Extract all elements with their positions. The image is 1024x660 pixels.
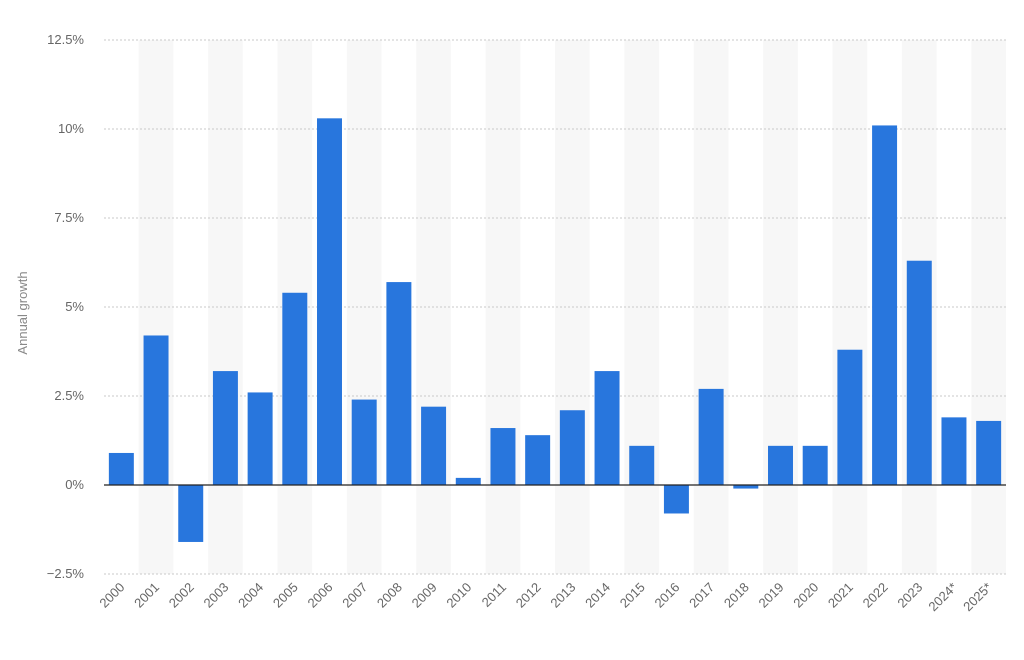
column-band: [693, 40, 729, 574]
x-tick-label: 2017: [686, 580, 717, 611]
bar-2008: [386, 282, 412, 485]
x-tick-label: 2020: [790, 580, 821, 611]
y-tick-label: 10%: [58, 121, 84, 136]
x-tick-label: 2004: [235, 580, 266, 611]
x-tick-label: 2006: [305, 580, 336, 611]
x-tick-label: 2019: [756, 580, 787, 611]
x-tick-label: 2016: [651, 580, 682, 611]
x-tick-label: 2012: [513, 580, 544, 611]
bar-2022: [872, 125, 898, 485]
y-tick-labels: −2.5% 0% 2.5% 5% 7.5% 10% 12.5%: [47, 32, 85, 581]
x-tick-label: 2014: [582, 580, 613, 611]
x-tick-label: 2011: [479, 580, 509, 610]
y-axis-title: Annual growth: [15, 271, 30, 354]
x-tick-label: 2003: [200, 580, 231, 611]
bar-2016: [663, 485, 689, 514]
bar-2006: [317, 118, 342, 485]
column-band: [485, 40, 521, 574]
x-tick-label: 2005: [270, 580, 301, 611]
bar-2019: [768, 445, 793, 485]
bar-2007: [351, 399, 377, 485]
bar-2000: [108, 452, 134, 485]
bar-2015: [629, 445, 655, 485]
y-tick-label: −2.5%: [47, 566, 85, 581]
bar-2011: [490, 428, 516, 485]
x-tick-label: 2001: [131, 580, 162, 611]
bar-2005: [282, 292, 308, 485]
bar-2014: [594, 371, 620, 485]
bar-2023: [906, 260, 932, 485]
bar-2021: [837, 349, 863, 485]
bar-2012: [525, 435, 551, 485]
bar-2002: [178, 485, 204, 542]
x-tick-label: 2018: [721, 580, 752, 611]
bar-2025: [976, 420, 1002, 485]
x-tick-label: 2002: [166, 580, 197, 611]
x-tick-label: 2000: [96, 580, 127, 611]
bar-2020: [802, 445, 828, 485]
x-tick-labels: 2000 2001 2002 2003 2004 2005 2006 2007 2008 2009…: [96, 580, 994, 615]
x-tick-label: 2013: [547, 580, 578, 611]
x-tick-label: 2009: [409, 580, 440, 611]
x-tick-label: 2022: [860, 580, 891, 611]
bar-2004: [247, 392, 273, 485]
bar-2010: [455, 477, 481, 485]
x-tick-label: 2010: [443, 580, 474, 611]
bar-2024: [941, 417, 967, 485]
y-tick-label: 2.5%: [54, 388, 84, 403]
bar-2017: [698, 388, 724, 485]
x-tick-label: 2021: [825, 580, 856, 611]
bar-2013: [559, 410, 585, 485]
bar-2003: [212, 371, 238, 485]
y-tick-label: 5%: [65, 299, 84, 314]
y-tick-label: 7.5%: [54, 210, 84, 225]
bars: [108, 118, 1002, 542]
x-tick-label: 2007: [339, 580, 370, 611]
x-tick-label: 2008: [374, 580, 405, 611]
x-tick-label: 2023: [894, 580, 925, 611]
y-tick-label: 12.5%: [47, 32, 84, 47]
bar-2009: [421, 406, 447, 485]
x-tick-label: 2025*: [960, 580, 995, 615]
x-tick-label: 2024*: [925, 580, 960, 615]
bar-2001: [143, 335, 169, 485]
x-tick-label: 2015: [617, 580, 648, 611]
bar-2018: [733, 485, 759, 489]
y-tick-label: 0%: [65, 477, 84, 492]
